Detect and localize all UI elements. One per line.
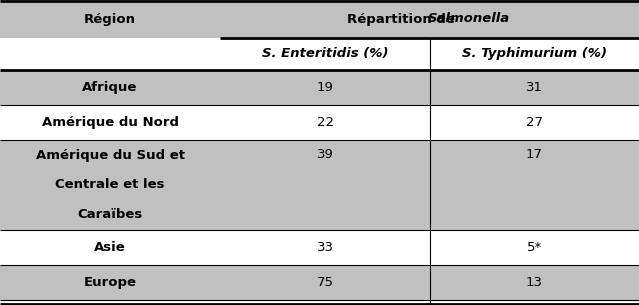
- Bar: [0, 140, 639, 230]
- Bar: [0, 230, 639, 265]
- Text: 39: 39: [316, 149, 334, 162]
- Text: S. Enteritidis (%): S. Enteritidis (%): [262, 48, 389, 60]
- Bar: [0, 38, 639, 70]
- Bar: [0, 105, 639, 140]
- Text: 31: 31: [526, 81, 543, 94]
- Text: Europe: Europe: [84, 276, 137, 289]
- Text: Région: Région: [84, 13, 136, 26]
- Text: Amérique du Sud et: Amérique du Sud et: [36, 149, 185, 162]
- Text: S. Typhimurium (%): S. Typhimurium (%): [462, 48, 607, 60]
- Text: Caraïbes: Caraïbes: [77, 209, 142, 221]
- Bar: [0, 0, 639, 38]
- Bar: [0, 300, 639, 305]
- Text: 27: 27: [526, 116, 543, 129]
- Text: 22: 22: [316, 116, 334, 129]
- Bar: [0, 265, 639, 300]
- Text: Afrique: Afrique: [82, 81, 137, 94]
- Bar: [0, 70, 639, 105]
- Text: Centrale et les: Centrale et les: [55, 178, 165, 192]
- Text: 19: 19: [316, 81, 334, 94]
- Text: Amérique du Nord: Amérique du Nord: [42, 116, 178, 129]
- Text: 33: 33: [316, 241, 334, 254]
- Text: Salmonella: Salmonella: [428, 13, 511, 26]
- Text: 17: 17: [526, 149, 543, 162]
- Text: 5*: 5*: [527, 241, 542, 254]
- Text: 13: 13: [526, 276, 543, 289]
- Text: 75: 75: [316, 276, 334, 289]
- Text: Répartition de: Répartition de: [347, 13, 459, 26]
- Text: Asie: Asie: [94, 241, 126, 254]
